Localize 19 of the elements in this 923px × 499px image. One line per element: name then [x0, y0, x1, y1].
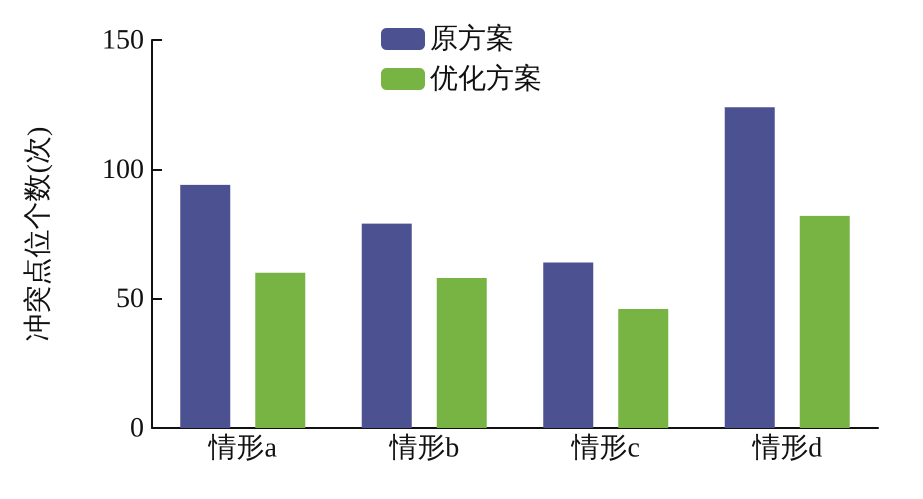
bar — [255, 272, 306, 428]
x-tick-label: 情形d — [751, 432, 822, 464]
legend-label: 原方案 — [430, 22, 514, 54]
bar — [362, 224, 412, 428]
x-tick-label: 情形b — [388, 432, 460, 464]
bar — [618, 309, 668, 428]
bar — [436, 278, 487, 428]
bar — [800, 216, 850, 428]
y-tick-label: 50 — [116, 283, 144, 314]
x-tick-label: 情形a — [208, 432, 278, 464]
y-axis-title: 冲突点位个数(次) — [22, 126, 54, 342]
bar — [724, 107, 775, 428]
y-tick-label: 100 — [102, 154, 144, 185]
y-tick-label: 0 — [130, 412, 144, 444]
x-tick-label: 情形c — [570, 432, 640, 464]
bar — [543, 262, 594, 428]
bar — [180, 184, 230, 428]
y-tick-label: 150 — [102, 24, 144, 56]
legend-label: 优化方案 — [430, 62, 542, 94]
